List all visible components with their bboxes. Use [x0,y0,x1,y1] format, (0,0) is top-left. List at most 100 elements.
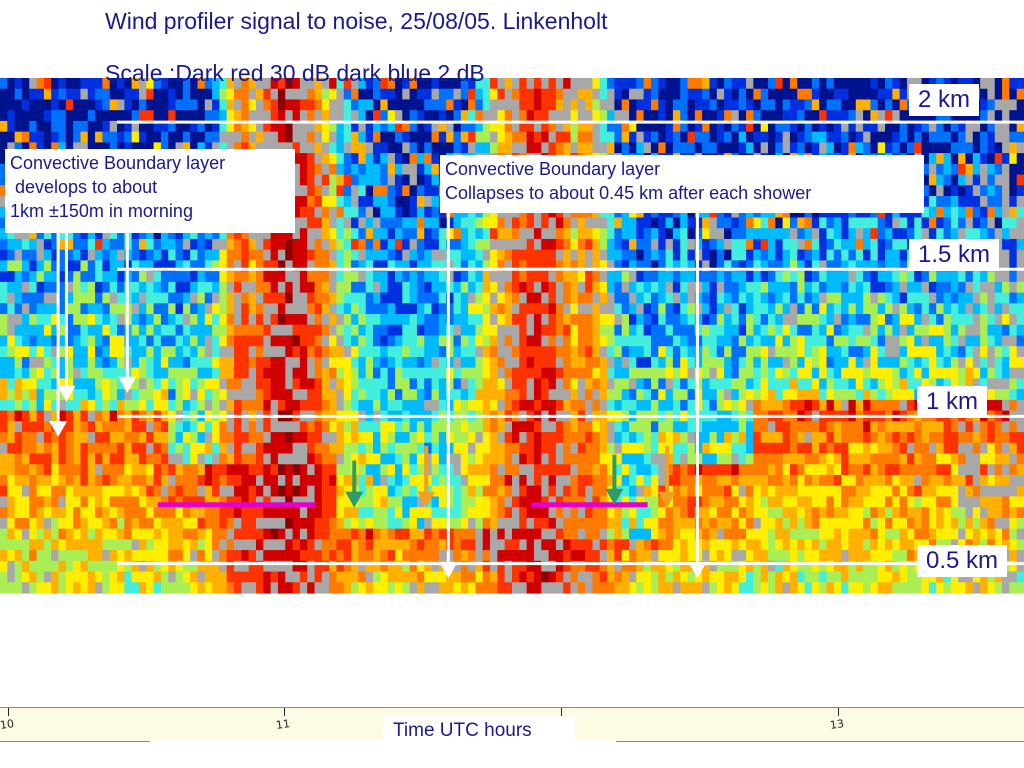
heatmap-cell [14,507,23,519]
heatmap-cell [658,303,667,315]
heatmap-cell [263,378,272,390]
heatmap-cell [665,78,674,90]
heatmap-cell [314,571,323,583]
heatmap-cell [563,217,572,229]
heatmap-cell [431,153,440,165]
heatmap-cell [190,517,199,530]
heatmap-cell [95,249,103,261]
heatmap-cell [351,206,359,219]
heatmap-cell [285,571,294,583]
heatmap-cell [672,571,681,583]
heatmap-cell [197,303,206,315]
heatmap-cell [453,356,462,369]
heatmap-cell [738,110,747,122]
heatmap-cell [351,442,359,455]
heatmap-cell [241,238,250,251]
heatmap-cell [307,356,316,369]
heatmap-cell [373,421,381,433]
heatmap-cell [146,560,155,573]
heatmap-cell [504,582,513,594]
heatmap-cell [299,314,308,326]
heatmap-cell [248,517,257,530]
heatmap-cell [614,356,623,369]
heatmap-cell [387,206,396,219]
heatmap-cell [629,399,637,412]
heatmap-cell [680,249,689,261]
heatmap-cell [190,539,199,551]
heatmap-cell [219,378,228,390]
heatmap-cell [212,131,221,143]
heatmap-cell [153,442,162,455]
heatmap-cell [299,99,308,111]
heatmap-cell [336,582,345,594]
heatmap-cell [109,110,118,122]
heatmap-cell [292,453,301,465]
heatmap-cell [226,464,235,476]
heatmap-cell [526,550,535,562]
heatmap-cell [146,120,155,133]
heatmap-cell [21,410,30,422]
heatmap-cell [599,453,608,465]
heatmap-cell [146,464,155,476]
heatmap-cell [373,399,381,412]
heatmap-cell [555,217,564,229]
heatmap-cell [124,399,133,412]
heatmap-cell [614,453,623,465]
heatmap-cell [307,324,316,337]
heatmap-cell [592,453,601,465]
heatmap-cell [226,356,235,369]
heatmap-cell [665,120,674,133]
heatmap-cell [643,582,652,594]
heatmap-cell [687,120,696,133]
heatmap-cell [460,88,469,101]
heatmap-cell [402,442,411,455]
heatmap-cell [365,324,374,337]
heatmap-cell [226,442,235,455]
heatmap-cell [197,496,206,508]
heatmap-cell [175,582,184,594]
heatmap-cell [548,335,557,347]
heatmap-cell [131,249,140,261]
heatmap-cell [497,485,506,498]
heatmap-cell [533,131,542,143]
heatmap-cell [277,99,286,111]
heatmap-cell [219,389,228,401]
heatmap-cell [351,432,359,444]
heatmap-cell [570,389,579,401]
heatmap-cell [409,228,418,240]
heatmap-cell [402,539,411,551]
heatmap-cell [117,442,125,455]
heatmap-cell [0,271,8,283]
heatmap-cell [753,496,762,508]
heatmap-cell [95,432,103,444]
heatmap-cell [7,399,16,412]
heatmap-cell [453,217,462,229]
heatmap-cell [424,356,433,369]
heatmap-cell [299,174,308,186]
heatmap-cell [636,346,645,358]
heatmap-cell [592,228,601,240]
heatmap-cell [387,249,396,261]
heatmap-cell [490,131,498,143]
heatmap-cell [14,356,23,369]
heatmap-cell [51,260,60,272]
heatmap-cell [321,442,330,455]
heatmap-cell [394,560,403,573]
heatmap-cell [753,249,762,261]
heatmap-cell [109,303,118,315]
heatmap-cell [117,303,125,315]
heatmap-cell [256,560,264,573]
heatmap-cell [746,303,754,315]
heatmap-cell [14,453,23,465]
heatmap-cell [614,110,623,122]
heatmap-cell [387,453,396,465]
heatmap-cell [168,131,177,143]
heatmap-cell [497,356,506,369]
heatmap-cell [182,78,191,90]
heatmap-cell [43,335,52,347]
heatmap-cell [65,550,74,562]
heatmap-cell [636,217,645,229]
heatmap-cell [753,260,762,272]
heatmap-cell [746,346,754,358]
heatmap-cell [394,185,403,197]
